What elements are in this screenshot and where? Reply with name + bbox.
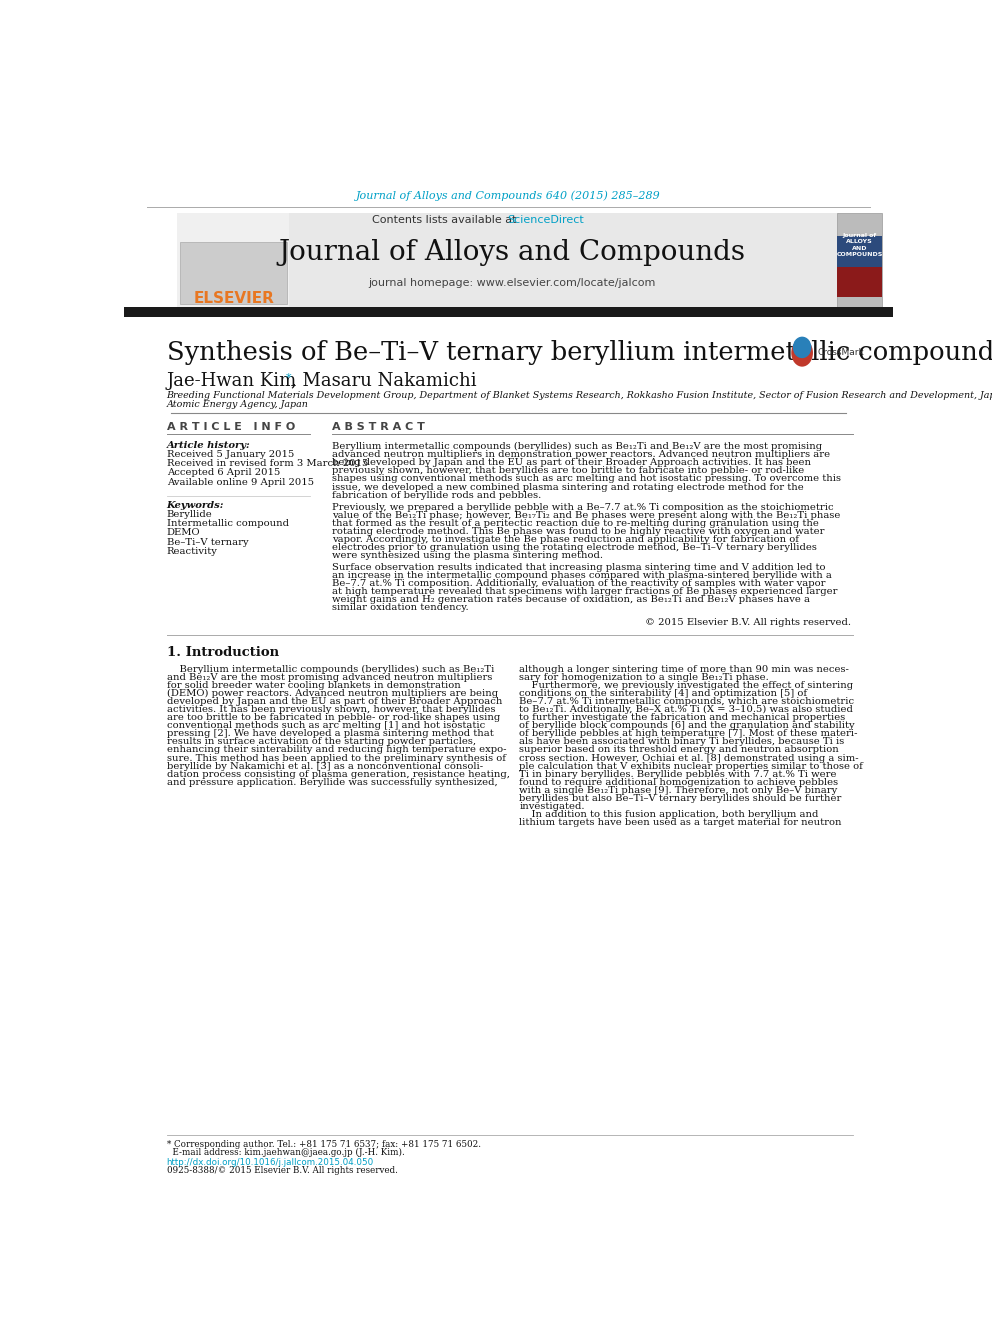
Text: 0925-8388/© 2015 Elsevier B.V. All rights reserved.: 0925-8388/© 2015 Elsevier B.V. All right… <box>167 1166 398 1175</box>
Text: Received in revised form 3 March 2015: Received in revised form 3 March 2015 <box>167 459 368 468</box>
Text: developed by Japan and the EU as part of their Broader Approach: developed by Japan and the EU as part of… <box>167 697 502 706</box>
Text: to further investigate the fabrication and mechanical properties: to further investigate the fabrication a… <box>519 713 845 722</box>
Text: A R T I C L E   I N F O: A R T I C L E I N F O <box>167 422 295 431</box>
Text: Ti in binary beryllides. Beryllide pebbles with 7.7 at.% Ti were: Ti in binary beryllides. Beryllide pebbl… <box>519 770 836 779</box>
Text: and pressure application. Beryllide was successfully synthesized,: and pressure application. Beryllide was … <box>167 778 497 787</box>
Text: journal homepage: www.elsevier.com/locate/jalcom: journal homepage: www.elsevier.com/locat… <box>368 279 655 288</box>
Text: previously shown, however, that beryllides are too brittle to fabricate into peb: previously shown, however, that beryllid… <box>331 467 804 475</box>
Text: Be–7.7 at.% Ti composition. Additionally, evaluation of the reactivity of sample: Be–7.7 at.% Ti composition. Additionally… <box>331 579 825 589</box>
Text: *: * <box>286 373 292 382</box>
Text: ple calculation that V exhibits nuclear properties similar to those of: ple calculation that V exhibits nuclear … <box>519 762 863 771</box>
Text: E-mail address: kim.jaehwan@jaea.go.jp (J.-H. Kim).: E-mail address: kim.jaehwan@jaea.go.jp (… <box>167 1147 405 1156</box>
Text: Accepted 6 April 2015: Accepted 6 April 2015 <box>167 468 280 478</box>
Text: shapes using conventional methods such as arc melting and hot isostatic pressing: shapes using conventional methods such a… <box>331 475 840 483</box>
Text: at high temperature revealed that specimens with larger fractions of Be phases e: at high temperature revealed that specim… <box>331 587 837 597</box>
Text: similar oxidation tendency.: similar oxidation tendency. <box>331 603 468 613</box>
Text: Keywords:: Keywords: <box>167 501 224 509</box>
Text: found to require additional homogenization to achieve pebbles: found to require additional homogenizati… <box>519 778 838 787</box>
Text: Be–Ti–V ternary: Be–Ti–V ternary <box>167 537 248 546</box>
Text: conditions on the sinterability [4] and optimization [5] of: conditions on the sinterability [4] and … <box>519 689 807 699</box>
Ellipse shape <box>793 336 811 359</box>
Bar <box>177 213 289 307</box>
Text: weight gains and H₂ generation rates because of oxidation, as Be₁₂Ti and Be₁₂V p: weight gains and H₂ generation rates bec… <box>331 595 809 605</box>
Text: pressing [2]. We have developed a plasma sintering method that: pressing [2]. We have developed a plasma… <box>167 729 493 738</box>
Text: rotating electrode method. This Be phase was found to be highly reactive with ox: rotating electrode method. This Be phase… <box>331 527 824 536</box>
Text: value of the Be₁₂Ti phase; however, Be₁₇Ti₂ and Be phases were present along wit: value of the Be₁₂Ti phase; however, Be₁₇… <box>331 511 840 520</box>
Text: Beryllium intermetallic compounds (beryllides) such as Be₁₂Ti: Beryllium intermetallic compounds (beryl… <box>167 664 494 673</box>
Text: beryllide by Nakamichi et al. [3] as a nonconventional consoli-: beryllide by Nakamichi et al. [3] as a n… <box>167 762 483 771</box>
Text: Contents lists available at: Contents lists available at <box>372 216 520 225</box>
Text: superior based on its threshold energy and neutron absorption: superior based on its threshold energy a… <box>519 745 839 754</box>
Text: of beryllide block compounds [6] and the granulation and stability: of beryllide block compounds [6] and the… <box>519 721 855 730</box>
Text: Be–7.7 at.% Ti intermetallic compounds, which are stoichiometric: Be–7.7 at.% Ti intermetallic compounds, … <box>519 697 854 706</box>
Text: to Be₁₂Ti. Additionally, Be–X at.% Ti (X = 3–10.5) was also studied: to Be₁₂Ti. Additionally, Be–X at.% Ti (X… <box>519 705 853 714</box>
Text: Furthermore, we previously investigated the effect of sintering: Furthermore, we previously investigated … <box>519 681 853 689</box>
Text: Journal of
ALLOYS
AND
COMPOUNDS: Journal of ALLOYS AND COMPOUNDS <box>836 233 883 257</box>
Text: Atomic Energy Agency, Japan: Atomic Energy Agency, Japan <box>167 400 309 409</box>
Text: conventional methods such as arc melting [1] and hot isostatic: conventional methods such as arc melting… <box>167 721 485 730</box>
Text: of beryllide pebbles at high temperature [7]. Most of these materi-: of beryllide pebbles at high temperature… <box>519 729 858 738</box>
Text: Surface observation results indicated that increasing plasma sintering time and : Surface observation results indicated th… <box>331 564 825 572</box>
Text: with a single Be₁₂Ti phase [9]. Therefore, not only Be–V binary: with a single Be₁₂Ti phase [9]. Therefor… <box>519 786 837 795</box>
Text: Journal of Alloys and Compounds 640 (2015) 285–289: Journal of Alloys and Compounds 640 (201… <box>356 191 661 201</box>
Text: ScienceDirect: ScienceDirect <box>507 216 583 225</box>
Bar <box>180 242 287 303</box>
Text: advanced neutron multipliers in demonstration power reactors. Advanced neutron m: advanced neutron multipliers in demonstr… <box>331 450 830 459</box>
Text: In addition to this fusion application, both beryllium and: In addition to this fusion application, … <box>519 810 818 819</box>
Text: Intermetallic compound: Intermetallic compound <box>167 519 289 528</box>
Text: that formed as the result of a peritectic reaction due to re-melting during gran: that formed as the result of a peritecti… <box>331 519 818 528</box>
Bar <box>837 213 882 308</box>
Text: sary for homogenization to a single Be₁₂Ti phase.: sary for homogenization to a single Be₁₂… <box>519 672 769 681</box>
Text: DEMO: DEMO <box>167 528 200 537</box>
Bar <box>124 307 893 318</box>
Text: lithium targets have been used as a target material for neutron: lithium targets have been used as a targ… <box>519 818 842 827</box>
Text: Article history:: Article history: <box>167 441 250 450</box>
Text: als have been associated with binary Ti beryllides, because Ti is: als have been associated with binary Ti … <box>519 737 844 746</box>
Text: dation process consisting of plasma generation, resistance heating,: dation process consisting of plasma gene… <box>167 770 510 779</box>
Text: are too brittle to be fabricated in pebble- or rod-like shapes using: are too brittle to be fabricated in pebb… <box>167 713 500 722</box>
Text: investigated.: investigated. <box>519 802 584 811</box>
Text: for solid breeder water cooling blankets in demonstration: for solid breeder water cooling blankets… <box>167 681 460 689</box>
Text: http://dx.doi.org/10.1016/j.jallcom.2015.04.050: http://dx.doi.org/10.1016/j.jallcom.2015… <box>167 1158 374 1167</box>
Bar <box>837 235 882 266</box>
Text: vapor. Accordingly, to investigate the Be phase reduction and applicability for : vapor. Accordingly, to investigate the B… <box>331 534 799 544</box>
Text: Received 5 January 2015: Received 5 January 2015 <box>167 450 294 459</box>
Text: , Masaru Nakamichi: , Masaru Nakamichi <box>292 372 477 389</box>
Text: CrossMark: CrossMark <box>817 348 864 357</box>
Text: activities. It has been previously shown, however, that beryllides: activities. It has been previously shown… <box>167 705 495 714</box>
Text: electrodes prior to granulation using the rotating electrode method, Be–Ti–V ter: electrodes prior to granulation using th… <box>331 542 816 552</box>
Ellipse shape <box>792 339 813 366</box>
Text: being developed by Japan and the EU as part of their Broader Approach activities: being developed by Japan and the EU as p… <box>331 458 810 467</box>
Text: sure. This method has been applied to the preliminary synthesis of: sure. This method has been applied to th… <box>167 754 506 762</box>
Text: cross section. However, Ochiai et al. [8] demonstrated using a sim-: cross section. However, Ochiai et al. [8… <box>519 754 859 762</box>
Bar <box>177 213 839 307</box>
Text: A B S T R A C T: A B S T R A C T <box>331 422 425 431</box>
Text: an increase in the intermetallic compound phases compared with plasma-sintered b: an increase in the intermetallic compoun… <box>331 572 831 579</box>
Text: were synthesized using the plasma sintering method.: were synthesized using the plasma sinter… <box>331 552 603 560</box>
Text: (DEMO) power reactors. Advanced neutron multipliers are being: (DEMO) power reactors. Advanced neutron … <box>167 689 498 699</box>
Text: Journal of Alloys and Compounds: Journal of Alloys and Compounds <box>278 239 745 266</box>
Text: Synthesis of Be–Ti–V ternary beryllium intermetallic compounds: Synthesis of Be–Ti–V ternary beryllium i… <box>167 340 992 365</box>
Text: and Be₁₂V are the most promising advanced neutron multipliers: and Be₁₂V are the most promising advance… <box>167 672 492 681</box>
Text: Previously, we prepared a beryllide pebble with a Be–7.7 at.% Ti composition as : Previously, we prepared a beryllide pebb… <box>331 503 833 512</box>
Text: fabrication of beryllide rods and pebbles.: fabrication of beryllide rods and pebble… <box>331 491 541 500</box>
Text: ELSEVIER: ELSEVIER <box>193 291 275 307</box>
Text: although a longer sintering time of more than 90 min was neces-: although a longer sintering time of more… <box>519 664 849 673</box>
Text: beryllides but also Be–Ti–V ternary beryllides should be further: beryllides but also Be–Ti–V ternary bery… <box>519 794 841 803</box>
Bar <box>837 266 882 298</box>
Text: © 2015 Elsevier B.V. All rights reserved.: © 2015 Elsevier B.V. All rights reserved… <box>645 618 851 627</box>
Text: * Corresponding author. Tel.: +81 175 71 6537; fax: +81 175 71 6502.: * Corresponding author. Tel.: +81 175 71… <box>167 1140 481 1148</box>
Text: enhancing their sinterability and reducing high temperature expo-: enhancing their sinterability and reduci… <box>167 745 506 754</box>
Text: Beryllide: Beryllide <box>167 509 212 519</box>
Text: issue, we developed a new combined plasma sintering and rotating electrode metho: issue, we developed a new combined plasm… <box>331 483 804 492</box>
Text: Reactivity: Reactivity <box>167 546 217 556</box>
Text: Jae-Hwan Kim: Jae-Hwan Kim <box>167 372 297 389</box>
Text: Breeding Functional Materials Development Group, Department of Blanket Systems R: Breeding Functional Materials Developmen… <box>167 390 992 400</box>
Text: Beryllium intermetallic compounds (beryllides) such as Be₁₂Ti and Be₁₂V are the : Beryllium intermetallic compounds (beryl… <box>331 442 821 451</box>
Text: Available online 9 April 2015: Available online 9 April 2015 <box>167 478 313 487</box>
Text: results in surface activation of the starting powder particles,: results in surface activation of the sta… <box>167 737 476 746</box>
Text: 1. Introduction: 1. Introduction <box>167 646 279 659</box>
